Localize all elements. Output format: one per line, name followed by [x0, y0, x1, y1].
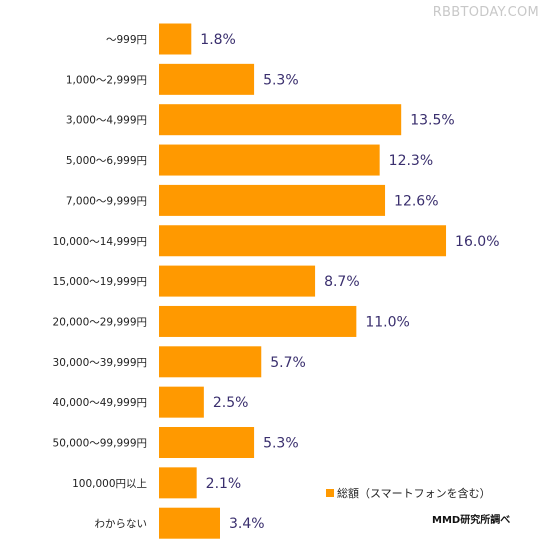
bar	[159, 225, 447, 257]
category-label: 5,000〜6,999円	[66, 155, 147, 167]
source-note: MMD研究所調べ	[432, 515, 511, 526]
category-label: 20,000〜29,999円	[53, 316, 147, 328]
category-label: 40,000〜49,999円	[53, 397, 147, 409]
bar	[159, 346, 262, 378]
value-label: 2.1%	[206, 476, 242, 492]
bar	[159, 144, 380, 176]
value-label: 3.4%	[229, 516, 265, 532]
bar	[159, 467, 197, 499]
bar	[159, 305, 357, 337]
legend-swatch	[326, 489, 334, 497]
value-label: 13.5%	[410, 113, 454, 129]
bar	[159, 23, 192, 55]
value-label: 16.0%	[455, 234, 499, 250]
bar	[159, 104, 402, 136]
category-label: 〜999円	[106, 34, 147, 46]
category-label: 30,000〜39,999円	[53, 357, 147, 369]
value-label: 5.3%	[263, 436, 299, 452]
value-label: 1.8%	[200, 32, 236, 48]
category-label: 15,000〜19,999円	[53, 276, 147, 288]
category-label: 10,000〜14,999円	[53, 236, 147, 248]
value-label: 5.3%	[263, 72, 299, 88]
value-label: 11.0%	[365, 314, 409, 330]
category-label: 3,000〜4,999円	[66, 115, 147, 127]
value-label: 12.3%	[389, 153, 433, 169]
watermark-text: RBBTODAY.COM	[432, 5, 539, 20]
value-label: 5.7%	[270, 355, 306, 371]
value-label: 2.5%	[213, 395, 249, 411]
value-label: 12.6%	[394, 193, 438, 209]
bar	[159, 184, 386, 216]
bar	[159, 265, 316, 297]
category-label: わからない	[95, 518, 148, 530]
bar	[159, 386, 204, 418]
category-label: 100,000円以上	[72, 478, 147, 490]
chart-legend: 総額（スマートフォンを含む）	[326, 485, 491, 501]
bar	[159, 507, 220, 539]
bar	[159, 63, 255, 95]
bar	[159, 427, 255, 458]
category-label: 7,000〜9,999円	[66, 195, 147, 207]
value-label: 8.7%	[324, 274, 360, 290]
category-label: 50,000〜99,999円	[53, 438, 147, 450]
legend-label: 総額（スマートフォンを含む）	[337, 487, 491, 500]
category-label: 1,000〜2,999円	[66, 74, 147, 86]
